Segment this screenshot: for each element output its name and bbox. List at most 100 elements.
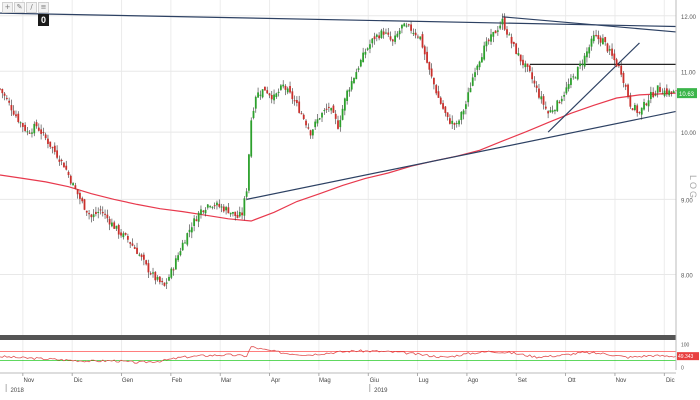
candle-body: [517, 53, 520, 56]
candle-body: [652, 92, 655, 98]
candle-body: [394, 35, 396, 42]
x-tick-label: Gen: [122, 378, 133, 384]
oscillator-value-badge: [677, 352, 699, 361]
candle-body: [647, 100, 650, 107]
y-tick-label: 9.00: [681, 198, 693, 204]
candle-body: [145, 260, 148, 265]
candle-body: [286, 88, 289, 93]
candle-body: [126, 236, 129, 240]
candle-body: [35, 122, 38, 127]
candle-body: [284, 85, 287, 90]
candle-body: [334, 113, 337, 119]
moving-average-line: [0, 92, 677, 222]
candle-body: [592, 35, 595, 42]
candle-body: [588, 47, 591, 54]
candle-body: [611, 48, 613, 56]
candle-body: [563, 94, 565, 97]
x-tick-label: Ott: [568, 378, 576, 384]
candle-body: [606, 43, 609, 52]
candle-body: [570, 78, 572, 85]
x-tick-label: Feb: [172, 378, 183, 384]
candle-body: [17, 113, 20, 123]
candle-body: [67, 171, 70, 176]
candle-body: [414, 32, 417, 36]
candle-body: [28, 132, 31, 134]
candle-body: [458, 120, 460, 125]
grid-layer: [0, 0, 676, 370]
candle-body: [241, 212, 243, 216]
candle-body: [136, 247, 138, 254]
candle-body: [387, 32, 390, 35]
candle-body: [259, 94, 262, 96]
candle-body: [248, 154, 250, 191]
candle-body: [117, 225, 120, 235]
candle-body: [506, 29, 508, 35]
candle-body: [633, 104, 636, 111]
candle-body: [371, 38, 374, 44]
candle-body: [138, 254, 141, 256]
candle-body: [659, 87, 661, 93]
candle-body: [533, 80, 536, 84]
candle-body: [417, 36, 419, 38]
study-count-badge[interactable]: 0: [38, 14, 49, 26]
candle-body: [531, 72, 534, 80]
candle-body: [51, 147, 54, 149]
candle-body: [79, 193, 81, 199]
candle-body: [464, 104, 467, 109]
candle-body: [640, 107, 643, 115]
candle-body: [618, 64, 620, 67]
candle-body: [631, 108, 634, 111]
x-tick-label: Set: [518, 378, 527, 384]
candle-body: [193, 218, 196, 226]
candle-body: [622, 72, 625, 83]
candle-body: [261, 89, 264, 98]
candle-body: [355, 72, 358, 80]
candle-body: [19, 122, 22, 124]
crosshair-icon[interactable]: +: [2, 2, 13, 13]
panel-separator: [0, 335, 676, 340]
candle-body: [636, 105, 639, 113]
candle-body: [403, 23, 406, 27]
candle-body: [499, 25, 502, 29]
candle-body: [277, 91, 280, 93]
candle-body: [558, 102, 561, 104]
candle-body: [547, 111, 550, 114]
candle-body: [522, 59, 524, 66]
candle-body: [218, 203, 221, 207]
candle-body: [209, 206, 212, 208]
candle-body: [496, 30, 499, 32]
candle-body: [213, 205, 216, 207]
candle-body: [190, 227, 193, 233]
candle-body: [85, 210, 88, 213]
candle-body: [1, 88, 4, 94]
candle-body: [95, 211, 97, 215]
candle-body: [435, 85, 438, 94]
candle-body: [560, 98, 563, 102]
candle-body: [104, 213, 106, 215]
candle-body: [131, 243, 134, 246]
candle-body: [65, 165, 68, 170]
candle-body: [307, 127, 310, 129]
candle-body: [654, 94, 657, 96]
line-icon[interactable]: /: [26, 2, 37, 13]
candle-body: [645, 103, 648, 106]
candle-body: [165, 282, 168, 284]
candle-body: [234, 211, 237, 216]
candle-body: [158, 276, 161, 283]
candle-body: [348, 89, 351, 92]
candle-body: [483, 45, 486, 60]
candle-body: [289, 86, 291, 93]
candle-body: [672, 91, 675, 93]
candle-body: [90, 214, 93, 218]
candle-body: [353, 77, 355, 84]
candle-body: [44, 134, 47, 139]
candle-body: [474, 72, 476, 78]
candle-body: [503, 17, 506, 30]
candle-body: [629, 95, 632, 107]
candle-body: [97, 211, 100, 214]
pencil-icon[interactable]: ✎: [14, 2, 25, 13]
candle-body: [515, 43, 518, 54]
menu-icon[interactable]: ≡: [38, 2, 49, 13]
candle-body: [549, 110, 552, 113]
